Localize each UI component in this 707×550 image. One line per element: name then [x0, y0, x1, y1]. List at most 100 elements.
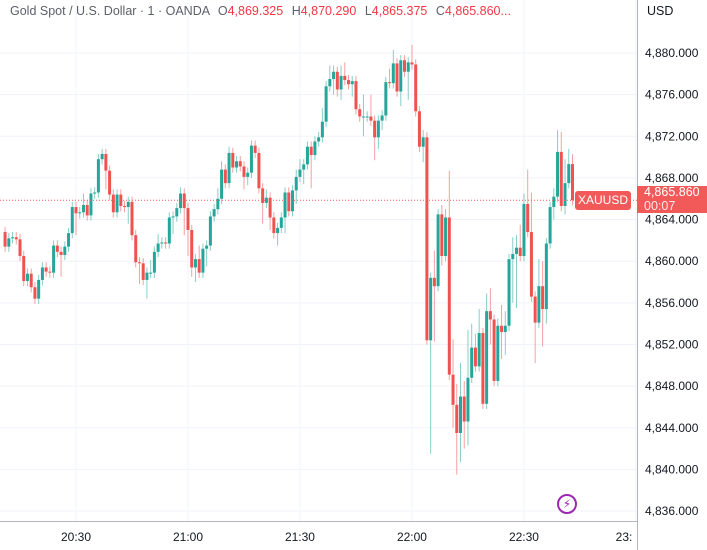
- candle-body: [44, 267, 48, 272]
- candles: [3, 44, 574, 475]
- candle-body: [126, 201, 130, 208]
- candle-body: [227, 152, 231, 184]
- candle: [81, 193, 85, 218]
- candle: [108, 165, 112, 200]
- candle-body: [444, 217, 448, 256]
- candle-body: [48, 271, 52, 273]
- candle: [477, 309, 481, 372]
- symbol-title: Gold Spot / U.S. Dollar · 1 · OANDA: [10, 4, 210, 18]
- candle-body: [197, 259, 201, 273]
- candle-body: [414, 64, 418, 112]
- candle-body: [309, 146, 313, 156]
- candle-body: [492, 319, 496, 381]
- candle-body: [7, 238, 11, 247]
- candle: [432, 250, 436, 342]
- candle-body: [33, 287, 37, 299]
- last-price-label: 4,865.860 00:07: [637, 185, 707, 213]
- candle: [440, 204, 444, 266]
- candle-body: [511, 253, 515, 260]
- candle-body: [544, 243, 548, 310]
- candle: [111, 189, 115, 218]
- candle-body: [298, 169, 302, 177]
- y-tick-label: 4,840.000: [645, 462, 699, 476]
- candle-body: [276, 227, 280, 234]
- candle-body: [201, 248, 205, 273]
- candle: [40, 262, 44, 286]
- candle: [33, 282, 37, 304]
- candle: [552, 188, 556, 220]
- candle-body: [231, 152, 235, 168]
- candle: [291, 185, 295, 217]
- lightning-bolt-icon[interactable]: ⚡: [557, 494, 577, 514]
- high-label: H: [291, 4, 301, 18]
- candle: [529, 192, 533, 302]
- candle: [22, 250, 26, 287]
- candle: [175, 202, 179, 222]
- candle-body: [462, 396, 466, 422]
- candle: [570, 154, 574, 206]
- candle-body: [175, 208, 179, 217]
- y-tick-label: 4,836.000: [645, 504, 699, 518]
- candle: [511, 237, 515, 303]
- candle: [361, 94, 365, 137]
- candle-body: [350, 81, 354, 85]
- candle-body: [14, 237, 18, 240]
- y-tick-label: 4,864.000: [645, 213, 699, 227]
- candle-body: [365, 116, 369, 118]
- candle-body: [193, 259, 197, 268]
- candle-body: [272, 217, 276, 234]
- candle: [11, 232, 15, 244]
- candle: [238, 156, 242, 172]
- candle-body: [171, 216, 175, 218]
- candle: [190, 224, 194, 277]
- candle: [369, 94, 373, 126]
- y-tick-label: 4,848.000: [645, 379, 699, 393]
- candle: [395, 58, 399, 97]
- candle-body: [417, 111, 421, 147]
- candle: [563, 159, 567, 215]
- candle-body: [11, 237, 15, 239]
- candle: [500, 304, 504, 360]
- candle: [253, 140, 257, 159]
- candle: [399, 55, 403, 107]
- bar-countdown: 00:07: [644, 198, 676, 213]
- candle-body: [93, 192, 97, 194]
- candle: [78, 207, 82, 219]
- candle-body: [152, 251, 156, 273]
- candle: [93, 187, 97, 199]
- candle-body: [466, 377, 470, 422]
- candle-body: [261, 188, 265, 203]
- candle: [365, 111, 369, 122]
- candle-body: [541, 286, 545, 310]
- candle: [171, 211, 175, 235]
- candle: [137, 257, 141, 285]
- candle: [425, 132, 429, 345]
- candle-body: [395, 63, 399, 92]
- candle: [522, 193, 526, 262]
- candle-body: [29, 273, 33, 288]
- candle-body: [470, 347, 474, 378]
- candle: [74, 201, 78, 236]
- candle-body: [63, 246, 67, 255]
- candle-body: [552, 196, 556, 208]
- candle: [3, 226, 7, 252]
- candle: [115, 189, 119, 218]
- candle-body: [518, 247, 522, 256]
- candle: [160, 237, 164, 249]
- candle: [126, 196, 130, 224]
- candle-body: [70, 207, 74, 234]
- candle-body: [294, 176, 298, 191]
- candle-body: [388, 82, 392, 84]
- candle-body: [268, 197, 272, 218]
- candle-body: [235, 161, 239, 168]
- candle-body: [249, 145, 253, 173]
- candle-body: [291, 190, 295, 212]
- candle-body: [432, 277, 436, 287]
- candle: [29, 268, 33, 293]
- candle: [96, 153, 100, 198]
- currency-label[interactable]: USD: [647, 4, 674, 18]
- y-tick-label: 4,872.000: [645, 129, 699, 143]
- candle: [429, 272, 433, 454]
- candle: [287, 187, 291, 217]
